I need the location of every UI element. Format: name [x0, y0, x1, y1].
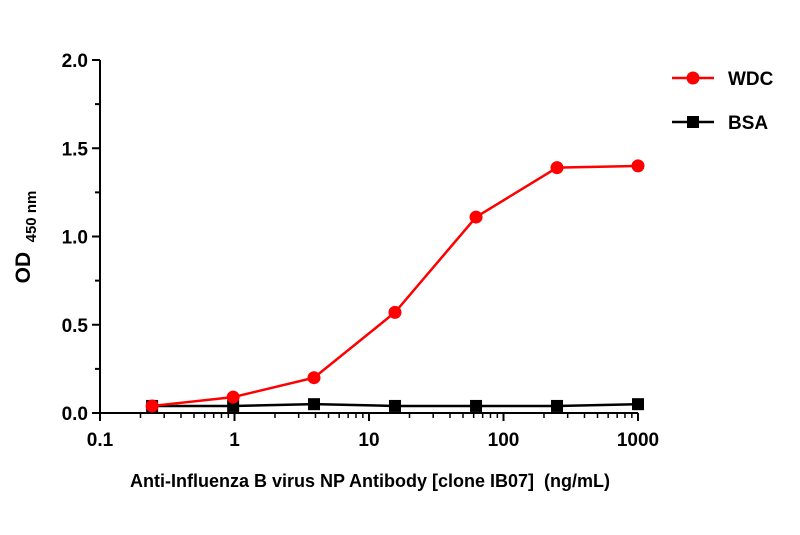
legend: WDC BSA [672, 69, 774, 134]
x-axis-title: Anti-Influenza B virus NP Antibody [clon… [130, 471, 610, 491]
y-axis-title-sub: 450 nm [23, 191, 40, 243]
x-tick-label: 1 [229, 430, 240, 451]
x-tick-label: 10 [358, 430, 379, 451]
data-point-bsa [388, 399, 401, 412]
y-tick-label: 0.5 [62, 316, 89, 337]
axes [99, 60, 638, 414]
x-tick-label: 1000 [617, 430, 659, 451]
y-tick-label: 2.0 [62, 51, 88, 72]
data-point-bsa [470, 399, 483, 412]
series-layer [145, 159, 645, 413]
data-point-wdc [307, 371, 321, 385]
legend-marker-wdc [686, 71, 700, 85]
y-axis-title: OD 450 nm [12, 191, 40, 284]
y-axis-title-main: OD [12, 252, 35, 284]
x-ticks: 0.1 1 10 100 1000 [87, 413, 659, 451]
legend-label-bsa: BSA [728, 113, 768, 134]
data-point-wdc [550, 161, 564, 175]
x-tick-label: 0.1 [87, 430, 114, 451]
y-tick-label: 0.0 [62, 404, 88, 425]
data-point-bsa [307, 398, 320, 411]
data-point-wdc [145, 399, 159, 413]
series-line-wdc [151, 164, 639, 408]
legend-marker-bsa [687, 116, 699, 128]
data-point-wdc [226, 390, 240, 404]
data-point-wdc [631, 159, 645, 173]
data-point-bsa [227, 399, 240, 412]
data-point-wdc [388, 305, 402, 319]
y-ticks: 0.0 0.5 1.0 1.5 2.0 [62, 51, 100, 425]
x-tick-label: 100 [488, 430, 520, 451]
data-point-wdc [469, 210, 483, 224]
y-tick-label: 1.0 [62, 228, 88, 249]
y-tick-label: 1.5 [62, 139, 89, 160]
data-point-bsa [632, 398, 644, 411]
data-point-bsa [551, 399, 564, 412]
legend-label-wdc: WDC [728, 69, 774, 90]
